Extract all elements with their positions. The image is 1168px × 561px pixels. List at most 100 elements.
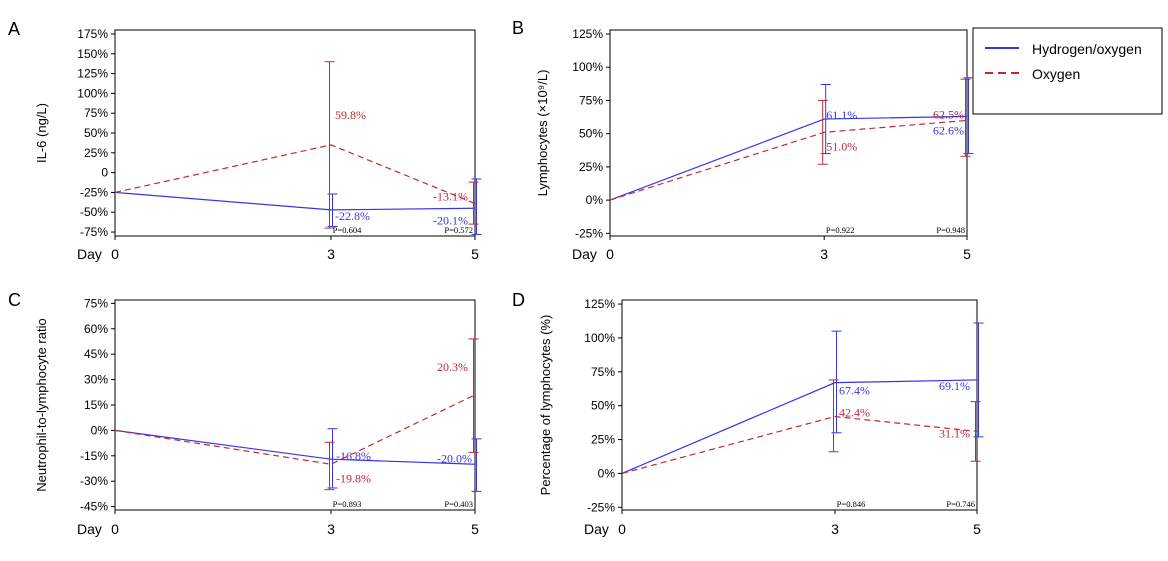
p-value: P=0.746 bbox=[946, 499, 975, 509]
data-label: 20.3% bbox=[437, 360, 468, 374]
panel-label: A bbox=[8, 19, 20, 39]
y-tick-label: -50% bbox=[80, 205, 108, 219]
data-label: -16.8% bbox=[336, 449, 371, 463]
y-tick-label: -25% bbox=[587, 500, 615, 514]
y-tick-label: 175% bbox=[77, 27, 108, 41]
data-label: 67.4% bbox=[839, 384, 870, 398]
y-tick-label: -25% bbox=[80, 185, 108, 199]
x-tick-label: 0 bbox=[111, 246, 119, 262]
y-axis-title: Lymphocytes (×10⁹/L) bbox=[535, 70, 550, 197]
y-tick-label: 150% bbox=[77, 47, 108, 61]
y-tick-label: 15% bbox=[84, 398, 108, 412]
y-tick-label: 125% bbox=[584, 297, 615, 311]
y-tick-label: 100% bbox=[77, 86, 108, 100]
series-line-hydrogen bbox=[114, 429, 476, 465]
y-tick-label: 45% bbox=[84, 347, 108, 361]
p-value: P=0.846 bbox=[837, 499, 866, 509]
chart-panel-b: B -25% 0% 25% 50% 75% 100% 125% Lymphocytes (×10… bbox=[512, 18, 974, 262]
y-tick-label: 75% bbox=[579, 93, 603, 107]
plot-frame bbox=[114, 29, 476, 237]
legend: Hydrogen/oxygen Oxygen bbox=[972, 27, 1163, 115]
x-tick-label: 5 bbox=[963, 246, 971, 262]
data-label: -19.8% bbox=[336, 471, 371, 485]
y-tick-label: 0% bbox=[586, 193, 604, 207]
panel-label: B bbox=[512, 18, 524, 38]
x-tick-label: 5 bbox=[973, 521, 981, 537]
plot-frame bbox=[609, 29, 968, 237]
p-value: P=0.948 bbox=[936, 225, 965, 235]
y-axis-title: IL-6 (ng/L) bbox=[34, 103, 49, 163]
p-value: P=0.572 bbox=[444, 225, 473, 235]
y-tick-label: 50% bbox=[591, 399, 615, 413]
chart-panel-c: C -45% -30% -15% 0% 15% 30% 45% 60% 75% Neutrophil… bbox=[8, 290, 482, 537]
y-tick-label: 75% bbox=[591, 365, 615, 379]
y-tick-label: 0% bbox=[598, 466, 616, 480]
y-tick-label: 75% bbox=[84, 296, 108, 310]
data-label: -20.1% bbox=[433, 213, 468, 227]
y-tick-label: 50% bbox=[579, 127, 603, 141]
x-tick-label: 0 bbox=[606, 246, 614, 262]
series-line-hydrogen bbox=[621, 379, 978, 474]
data-label: -13.1% bbox=[433, 190, 468, 204]
chart-panel-d: D -25% 0% 25% 50% 75% 100% 125% Percentage of ly… bbox=[512, 290, 984, 537]
panel-label: D bbox=[512, 290, 525, 310]
series-line-oxygen bbox=[621, 415, 978, 474]
y-tick-label: -25% bbox=[575, 226, 603, 240]
y-tick-label: 125% bbox=[77, 67, 108, 81]
chart-panel-a: A -75% -50% -25% 0 25% 50% 75% 100% 125% 150% 175% I… bbox=[8, 19, 482, 262]
y-tick-label: 75% bbox=[84, 106, 108, 120]
legend-label-hydrogen: Hydrogen/oxygen bbox=[1032, 41, 1142, 57]
data-label: 59.8% bbox=[335, 108, 366, 122]
y-tick-label: 60% bbox=[84, 322, 108, 336]
x-axis-title: Day bbox=[77, 521, 102, 537]
data-label: 31.1% bbox=[939, 426, 970, 440]
x-tick-label: 3 bbox=[327, 246, 335, 262]
series-line-oxygen bbox=[114, 144, 476, 205]
y-axis-title: Neutrophil-to-lymphocyte ratio bbox=[34, 318, 49, 491]
x-tick-label: 3 bbox=[831, 521, 839, 537]
legend-box bbox=[972, 27, 1163, 115]
y-tick-label: 25% bbox=[84, 146, 108, 160]
p-value: P=0.922 bbox=[826, 225, 855, 235]
y-tick-label: 100% bbox=[584, 331, 615, 345]
series-line-hydrogen bbox=[609, 115, 968, 201]
chart-panels: A-75%-50%-25%025%50%75%100%125%150%175%I… bbox=[8, 18, 984, 537]
data-label: 51.0% bbox=[826, 139, 857, 153]
data-label: 61.1% bbox=[826, 108, 857, 122]
series-line-hydrogen bbox=[114, 191, 476, 211]
p-value: P=0.604 bbox=[333, 225, 362, 235]
x-tick-label: 0 bbox=[111, 521, 119, 537]
x-tick-label: 3 bbox=[327, 521, 335, 537]
data-label: -22.8% bbox=[335, 209, 370, 223]
y-axis-title: Percentage of lymphocytes (%) bbox=[538, 315, 553, 496]
data-label: 62.5% bbox=[933, 107, 964, 121]
p-value: P=0.893 bbox=[333, 499, 362, 509]
x-tick-label: 0 bbox=[618, 521, 626, 537]
data-label: 62.6% bbox=[933, 123, 964, 137]
plot-frame bbox=[114, 299, 476, 511]
series-line-oxygen bbox=[114, 394, 476, 465]
data-label: -20.0% bbox=[437, 451, 472, 465]
y-tick-label: 0 bbox=[101, 166, 108, 180]
y-tick-label: 125% bbox=[572, 27, 603, 41]
panel-label: C bbox=[8, 290, 21, 310]
plot-frame bbox=[621, 299, 978, 511]
data-label: 69.1% bbox=[939, 379, 970, 393]
data-label: 42.4% bbox=[839, 406, 870, 420]
p-value: P=0.403 bbox=[444, 499, 473, 509]
x-axis-title: Day bbox=[572, 246, 597, 262]
x-axis-title: Day bbox=[77, 246, 102, 262]
y-tick-label: 100% bbox=[572, 60, 603, 74]
x-tick-label: 5 bbox=[471, 246, 479, 262]
y-tick-label: -75% bbox=[80, 225, 108, 239]
y-tick-label: 25% bbox=[591, 433, 615, 447]
x-tick-label: 3 bbox=[820, 246, 828, 262]
y-tick-label: 30% bbox=[84, 373, 108, 387]
legend-label-oxygen: Oxygen bbox=[1032, 66, 1080, 82]
y-tick-label: -15% bbox=[80, 449, 108, 463]
y-tick-label: 25% bbox=[579, 160, 603, 174]
y-tick-label: -30% bbox=[80, 474, 108, 488]
y-tick-label: -45% bbox=[80, 500, 108, 514]
x-tick-label: 5 bbox=[471, 521, 479, 537]
